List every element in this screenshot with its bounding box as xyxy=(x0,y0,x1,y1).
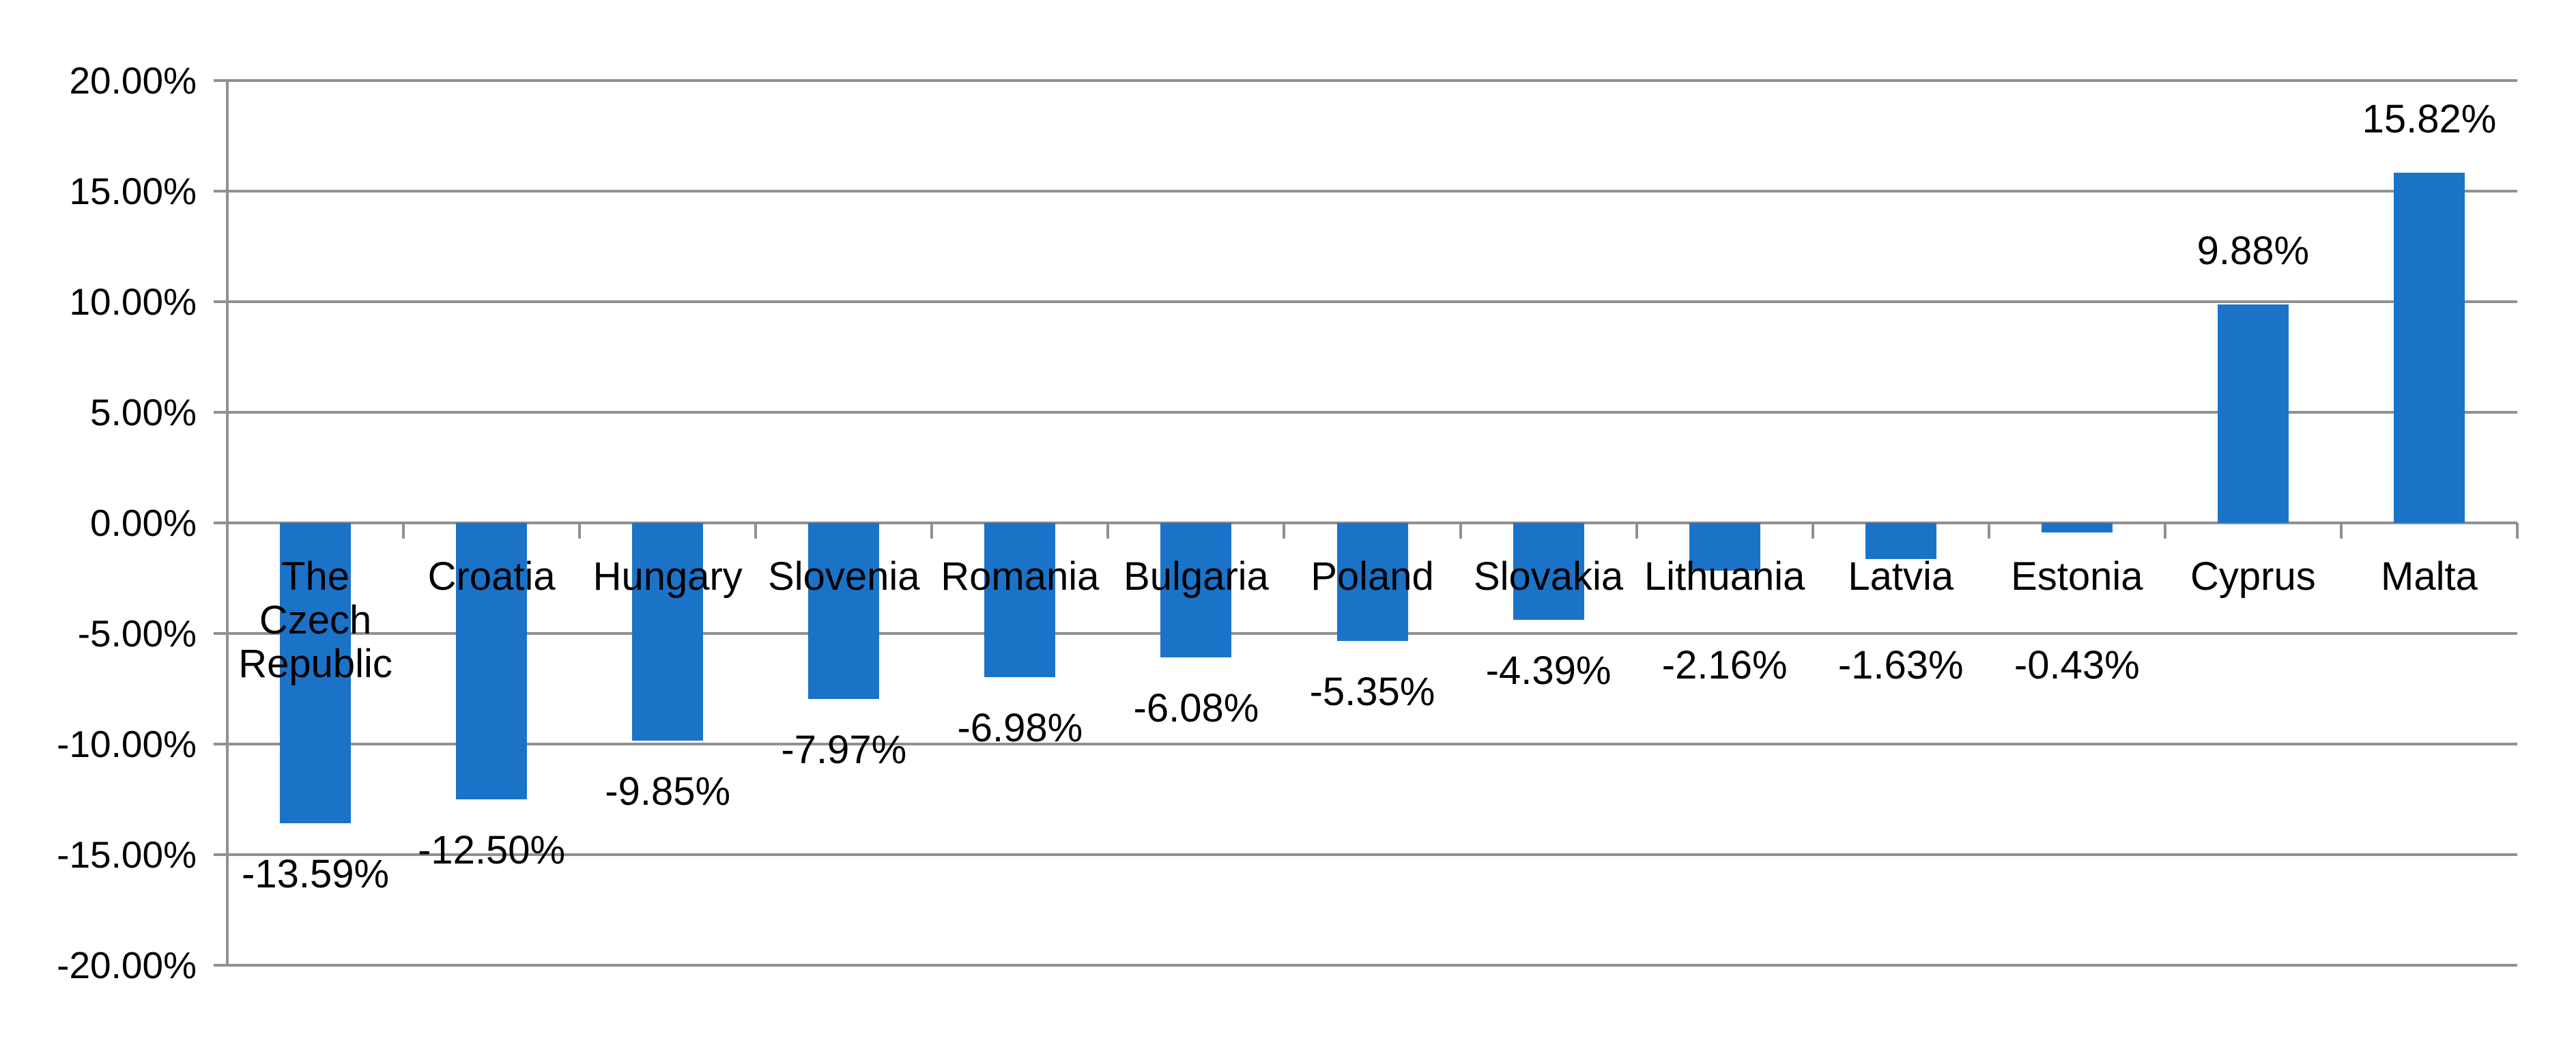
x-axis-tick xyxy=(1283,523,1286,539)
data-label: -1.63% xyxy=(1837,643,1964,687)
gridline xyxy=(214,300,2517,303)
category-label: Lithuania xyxy=(1644,554,1805,599)
category-label: Latvia xyxy=(1848,554,1954,599)
y-tick-label: 5.00% xyxy=(90,391,197,433)
x-axis-tick xyxy=(1811,523,1814,539)
bar xyxy=(2393,173,2465,523)
gridline xyxy=(214,411,2517,414)
bar xyxy=(1689,523,1760,571)
bar xyxy=(2217,304,2289,523)
category-label: Romania xyxy=(941,554,1100,599)
y-tick-label: 15.00% xyxy=(69,170,197,212)
category-label: Slovenia xyxy=(768,554,920,599)
y-tick-label: 10.00% xyxy=(69,281,197,323)
y-tick-label: 0.00% xyxy=(90,502,197,544)
category-label: Cyprus xyxy=(2190,554,2316,599)
bar xyxy=(1160,523,1232,657)
data-label: -0.43% xyxy=(2014,643,2140,687)
y-tick-label: 20.00% xyxy=(69,59,197,102)
gridline xyxy=(214,190,2517,192)
gridline xyxy=(214,964,2517,967)
data-label: -5.35% xyxy=(1309,670,1435,715)
data-label: 15.82% xyxy=(2362,97,2497,142)
y-tick-label: -15.00% xyxy=(57,833,197,876)
x-axis-tick xyxy=(2339,523,2343,539)
x-axis-tick xyxy=(2516,523,2519,539)
x-axis-tick xyxy=(578,523,582,539)
y-tick-label: -10.00% xyxy=(57,723,197,765)
bar xyxy=(456,523,528,799)
category-label: Bulgaria xyxy=(1124,554,1269,599)
bar xyxy=(632,523,704,741)
x-axis-tick xyxy=(226,523,229,539)
x-axis-tick xyxy=(2163,523,2166,539)
x-axis-tick xyxy=(930,523,934,539)
data-label: -4.39% xyxy=(1485,648,1612,694)
data-label: -13.59% xyxy=(242,852,390,897)
bar xyxy=(1865,523,1936,559)
category-label: The Czech Republic xyxy=(238,554,392,686)
bar xyxy=(280,523,352,824)
y-tick-label: -5.00% xyxy=(77,612,197,655)
x-axis-tick xyxy=(402,523,405,539)
x-axis-tick xyxy=(754,523,758,539)
data-label: -12.50% xyxy=(418,828,566,872)
gridline xyxy=(214,79,2517,82)
data-label: -6.08% xyxy=(1133,685,1259,730)
category-label: Poland xyxy=(1311,554,1434,599)
bar xyxy=(1336,523,1408,642)
category-label: Hungary xyxy=(592,554,743,599)
x-axis-tick xyxy=(1635,523,1638,539)
bar xyxy=(808,523,880,700)
gridline xyxy=(214,743,2517,745)
bar xyxy=(1513,523,1584,621)
category-label: Slovakia xyxy=(1473,554,1624,599)
gridline xyxy=(214,853,2517,856)
y-tick-label: -20.00% xyxy=(57,944,197,986)
bar xyxy=(984,523,1056,678)
category-label: Estonia xyxy=(2011,554,2143,599)
data-label: -7.97% xyxy=(781,728,907,773)
x-axis-tick xyxy=(1987,523,1990,539)
category-label: Malta xyxy=(2381,554,2478,599)
data-label: -2.16% xyxy=(1661,643,1788,687)
bar xyxy=(2041,523,2113,532)
data-label: -6.98% xyxy=(957,706,1083,751)
x-axis-tick xyxy=(1106,523,1110,539)
data-label: -9.85% xyxy=(605,769,731,814)
category-label: Croatia xyxy=(427,554,556,599)
x-axis-tick xyxy=(1459,523,1462,539)
data-label: 9.88% xyxy=(2196,228,2310,273)
